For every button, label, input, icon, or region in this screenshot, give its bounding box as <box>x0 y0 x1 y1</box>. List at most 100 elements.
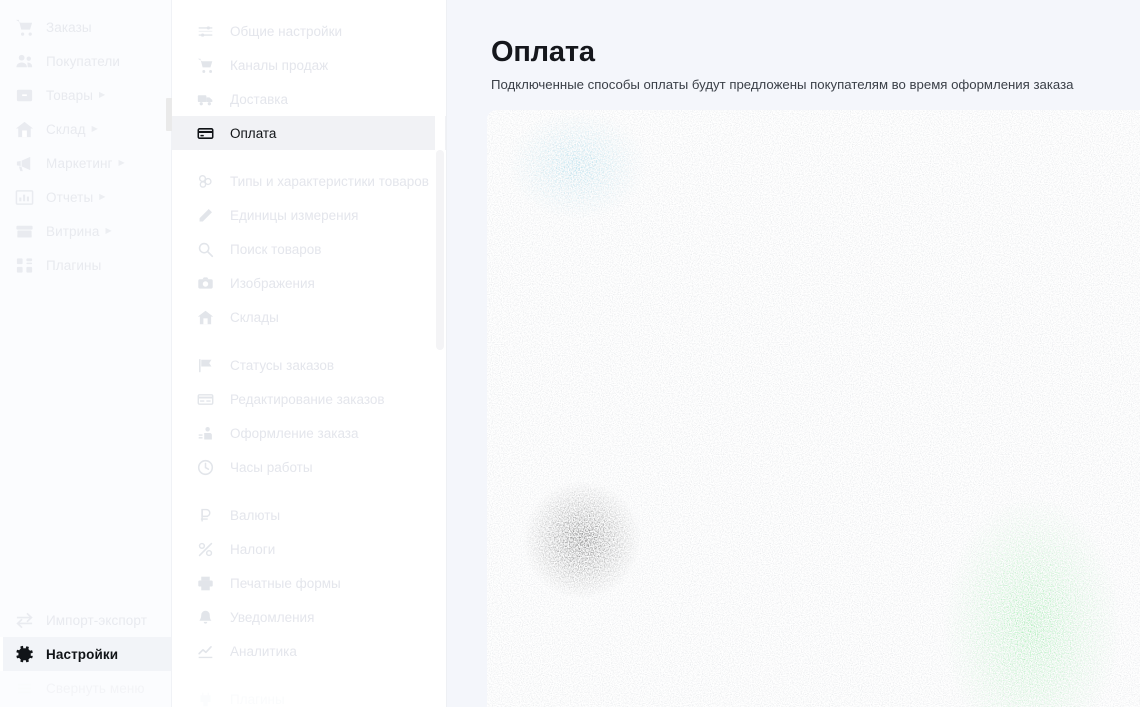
settings-item-оплата[interactable]: Оплата <box>172 116 446 150</box>
nav-item-покупатели[interactable]: Покупатели <box>0 44 171 78</box>
settings-item-оформление-заказа[interactable]: Оформление заказа <box>172 416 446 450</box>
grid-icon <box>14 255 34 275</box>
camera-icon <box>196 274 214 292</box>
settings-item-label: Валюты <box>230 507 281 523</box>
nav-item-импорт-экспорт[interactable]: Импорт-экспорт <box>0 603 171 637</box>
settings-item-label: Единицы измерения <box>230 207 359 223</box>
plugin-icon <box>196 690 214 707</box>
nav-item-настройки[interactable]: Настройки <box>0 637 171 671</box>
nav-item-отчеты[interactable]: Отчеты ▶ <box>0 180 171 214</box>
settings-item-единицы-измерения[interactable]: Единицы измерения <box>172 198 446 232</box>
nav-item-label: Покупатели <box>46 53 121 69</box>
settings-item-label: Печатные формы <box>230 575 341 591</box>
settings-group-divider <box>172 334 446 348</box>
page-subtitle: Подключенные способы оплаты будут предло… <box>491 77 1074 92</box>
nav-item-label: Заказы <box>46 19 92 35</box>
box-icon <box>14 85 34 105</box>
settings-item-label: Общие настройки <box>230 23 343 39</box>
settings-item-label: Плагины <box>230 691 285 707</box>
megaphone-icon <box>14 153 34 173</box>
flag-icon <box>196 356 214 374</box>
settings-group-divider <box>172 150 446 164</box>
warehouse-icon <box>14 119 34 139</box>
primary-sidebar-scrollbar-thumb[interactable] <box>166 98 177 131</box>
printer-icon <box>196 574 214 592</box>
nav-item-label: Товары <box>46 87 94 103</box>
settings-group-divider <box>172 484 446 498</box>
settings-item-уведомления[interactable]: Уведомления <box>172 600 446 634</box>
gear-icon <box>14 644 34 664</box>
settings-item-label: Изображения <box>230 275 315 291</box>
nav-item-плагины[interactable]: Плагины <box>0 248 171 282</box>
settings-sidebar-scrollbar[interactable] <box>435 0 445 707</box>
settings-item-валюты[interactable]: Валюты <box>172 498 446 532</box>
settings-item-каналы-продаж[interactable]: Каналы продаж <box>172 48 446 82</box>
nav-item-label: Маркетинг <box>46 155 113 171</box>
settings-item-статусы-заказов[interactable]: Статусы заказов <box>172 348 446 382</box>
chevron-right-icon: ▶ <box>99 192 106 201</box>
page-title: Оплата <box>491 36 595 68</box>
settings-item-label: Уведомления <box>230 609 315 625</box>
settings-item-аналитика[interactable]: Аналитика <box>172 634 446 668</box>
nav-item-label: Отчеты <box>46 189 94 205</box>
settings-item-label: Доставка <box>230 91 288 107</box>
settings-item-редактирование-заказов[interactable]: Редактирование заказов <box>172 382 446 416</box>
ruble-icon <box>196 506 214 524</box>
cart-icon <box>196 56 214 74</box>
settings-group-divider <box>172 668 446 682</box>
nav-item-label: Склад <box>46 121 86 137</box>
settings-item-общие-настройки[interactable]: Общие настройки <box>172 14 446 48</box>
page-header: Оплата Подключенные способы оплаты будут… <box>447 0 1140 92</box>
settings-item-label: Оплата <box>230 125 277 141</box>
users-icon <box>14 51 34 71</box>
nav-item-товары[interactable]: Товары ▶ <box>0 78 171 112</box>
attributes-icon <box>196 172 214 190</box>
settings-item-label: Налоги <box>230 541 276 557</box>
nav-item-label: Витрина <box>46 223 100 239</box>
settings-item-label: Редактирование заказов <box>230 391 385 407</box>
nav-item-свернуть-меню[interactable]: Свернуть меню <box>0 671 171 705</box>
bell-icon <box>196 608 214 626</box>
settings-item-label: Каналы продаж <box>230 57 329 73</box>
pencil-icon <box>196 206 214 224</box>
settings-item-label: Оформление заказа <box>230 425 359 441</box>
card-icon <box>196 124 214 142</box>
nav-item-заказы[interactable]: Заказы <box>0 10 171 44</box>
settings-item-label: Типы и характеристики товаров <box>230 173 429 189</box>
chevron-right-icon: ▶ <box>105 226 112 235</box>
chart-icon <box>14 187 34 207</box>
settings-item-печатные-формы[interactable]: Печатные формы <box>172 566 446 600</box>
cart-icon <box>14 17 34 37</box>
nav-item-маркетинг[interactable]: Маркетинг ▶ <box>0 146 171 180</box>
main-content: Оплата Подключенные способы оплаты будут… <box>447 0 1140 707</box>
settings-item-склады[interactable]: Склады <box>172 300 446 334</box>
obscured-content-noise <box>487 110 1140 707</box>
sidebar-spacer <box>0 282 171 603</box>
settings-item-налоги[interactable]: Налоги <box>172 532 446 566</box>
settings-item-label: Статусы заказов <box>230 357 335 373</box>
warehouse-icon <box>196 308 214 326</box>
settings-item-label: Часы работы <box>230 459 313 475</box>
nav-item-витрина[interactable]: Витрина ▶ <box>0 214 171 248</box>
transfer-icon <box>14 610 34 630</box>
settings-item-изображения[interactable]: Изображения <box>172 266 446 300</box>
settings-item-label: Аналитика <box>230 643 297 659</box>
settings-sidebar-scrollbar-thumb[interactable] <box>436 150 444 350</box>
settings-item-плагины[interactable]: Плагины <box>172 682 446 707</box>
settings-item-часы-работы[interactable]: Часы работы <box>172 450 446 484</box>
nav-item-label: Импорт-экспорт <box>46 612 148 628</box>
nav-item-склад[interactable]: Склад ▶ <box>0 112 171 146</box>
percent-icon <box>196 540 214 558</box>
nav-item-label: Плагины <box>46 257 102 273</box>
chevron-right-icon: ▶ <box>91 124 98 133</box>
settings-item-доставка[interactable]: Доставка <box>172 82 446 116</box>
settings-item-label: Склады <box>230 309 279 325</box>
cardedit-icon <box>196 390 214 408</box>
settings-item-поиск-товаров[interactable]: Поиск товаров <box>172 232 446 266</box>
settings-item-типы-и-характеристики-товаров[interactable]: Типы и характеристики товаров <box>172 164 446 198</box>
sliders-icon <box>196 22 214 40</box>
payment-methods-card <box>487 110 1140 707</box>
primary-sidebar: Заказы Покупатели Товары ▶ Склад ▶ Маркетинг ▶ О… <box>0 0 177 707</box>
storefront-icon <box>14 221 34 241</box>
settings-sidebar: Общие настройки Каналы продаж Доставка Опла… <box>172 0 447 707</box>
